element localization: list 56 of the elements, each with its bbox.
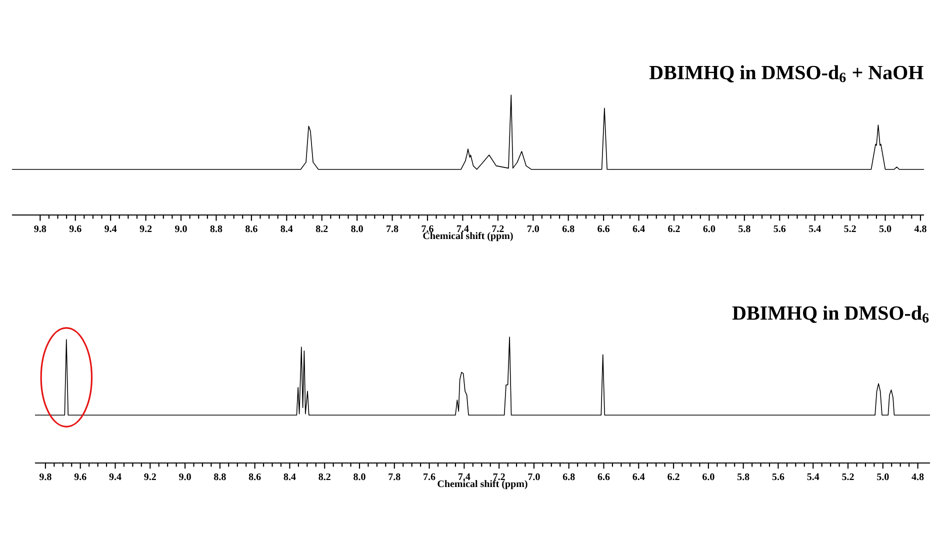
x-tick-label: 6.2 xyxy=(668,225,680,232)
x-tick-label: 9.6 xyxy=(74,473,86,480)
x-tick-label: 9.0 xyxy=(179,473,191,480)
x-tick-label: 5.4 xyxy=(807,473,820,480)
x-tick-label: 8.2 xyxy=(316,225,328,232)
x-tick-label: 5.2 xyxy=(844,225,856,232)
x-tick-label: 5.4 xyxy=(808,225,821,232)
x-tick-label: 8.8 xyxy=(214,473,226,480)
x-axis-title: Chemical shift (ppm) xyxy=(423,232,513,242)
x-tick-label: 6.0 xyxy=(702,473,714,480)
x-tick-label: 4.8 xyxy=(914,225,926,232)
x-tick-label: 5.0 xyxy=(879,225,892,232)
x-tick-label: 5.8 xyxy=(737,473,750,480)
x-tick-label: 5.6 xyxy=(772,473,784,480)
x-tick-label: 9.6 xyxy=(69,225,82,232)
x-tick-label: 8.8 xyxy=(210,225,222,232)
x-tick-label: 6.4 xyxy=(632,225,645,232)
x-tick-label: 6.6 xyxy=(598,473,610,480)
x-tick-label: 6.6 xyxy=(598,225,610,232)
x-tick-label: 7.0 xyxy=(527,225,540,232)
x-tick-label: 6.2 xyxy=(668,473,680,480)
x-tick-label: 4.8 xyxy=(912,473,924,480)
x-tick-label: 7.8 xyxy=(388,473,400,480)
x-axis-title: Chemical shift (ppm) xyxy=(438,480,528,490)
x-tick-label: 7.4 xyxy=(458,473,470,480)
chart-title: DBIMHQ in DMSO-d$_{6}$ xyxy=(732,306,929,323)
x-tick-label: 8.6 xyxy=(248,473,261,480)
x-tick-label: 8.4 xyxy=(280,225,293,232)
x-tick-label: 5.8 xyxy=(738,225,750,232)
x-tick-label: 7.2 xyxy=(492,225,504,232)
x-tick-label: 6.8 xyxy=(562,225,574,232)
x-tick-label: 7.8 xyxy=(386,225,398,232)
x-tick-label: 9.2 xyxy=(140,225,152,232)
x-tick-label: 6.4 xyxy=(632,473,645,480)
x-tick-label: 7.6 xyxy=(424,473,436,480)
x-tick-label: 7.4 xyxy=(457,225,469,232)
x-tick-label: 8.6 xyxy=(246,225,258,232)
x-tick-label: 9.0 xyxy=(175,225,187,232)
x-tick-label: 9.4 xyxy=(109,473,122,480)
x-tick-label: 6.0 xyxy=(703,225,716,232)
chart-title: DBIMHQ in DMSO-d$_{6}$ + NaOH xyxy=(649,65,924,82)
x-tick-label: 8.0 xyxy=(351,225,363,232)
x-tick-label: 5.2 xyxy=(842,473,854,480)
x-tick-label: 5.0 xyxy=(877,473,889,480)
x-tick-label: 8.0 xyxy=(354,473,366,480)
x-tick-label: 7.0 xyxy=(528,473,540,480)
x-tick-label: 9.8 xyxy=(39,473,52,480)
x-tick-label: 6.8 xyxy=(562,473,575,480)
x-tick-label: 7.6 xyxy=(422,225,434,232)
x-tick-label: 7.2 xyxy=(493,473,505,480)
x-tick-label: 8.2 xyxy=(318,473,330,480)
x-tick-label: 8.4 xyxy=(284,473,296,480)
x-tick-label: 9.8 xyxy=(34,225,46,232)
x-tick-label: 5.6 xyxy=(774,225,786,232)
x-tick-label: 9.4 xyxy=(104,225,117,232)
x-tick-label: 9.2 xyxy=(144,473,156,480)
